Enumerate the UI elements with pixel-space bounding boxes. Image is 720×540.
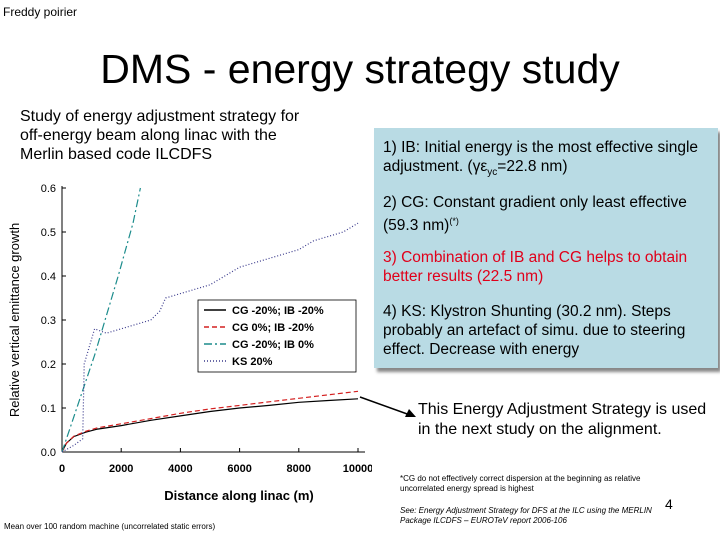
series-line [61, 398, 359, 453]
legend-entry: KS 20% [232, 356, 273, 368]
legend-box [197, 299, 357, 373]
y-tick-label: 0.5 [41, 227, 56, 239]
y-tick-label: 0.4 [41, 271, 56, 283]
slide-title: DMS - energy strategy study [100, 46, 620, 92]
legend-entry: CG -20%; IB 0% [232, 339, 314, 351]
series-line [61, 390, 359, 453]
footnote-text: *CG do not effectively correct dispersio… [400, 474, 641, 493]
x-axis-label: Distance along linac (m) [164, 488, 314, 503]
y-tick-label: 0.0 [41, 447, 56, 459]
x-tick-label: 6000 [227, 463, 251, 475]
result-cg: 2) CG: Constant gradient only least effe… [383, 193, 713, 235]
reference-text: See: Energy Adjustment Strategy for DFS … [400, 506, 652, 525]
result-ib-value: =22.8 nm) [497, 158, 568, 175]
emittance-chart: 0 2000 4000 6000 8000 10000 0.0 0.1 0.2 0.3 0.4 0.5… [7, 183, 372, 503]
x-tick-label: 2000 [109, 463, 133, 475]
y-tick-label: 0.1 [41, 403, 56, 415]
result-ks: 4) KS: Klystron Shunting (30.2 nm). Step… [383, 303, 686, 358]
result-ib-subscript: yc [487, 167, 498, 179]
x-tick-label: 4000 [168, 463, 192, 475]
page-number: 4 [665, 496, 673, 512]
x-tick-label: 8000 [287, 463, 311, 475]
results-box: 1) IB: Initial energy is the most effect… [374, 128, 718, 368]
chart-caption: Mean over 100 random machine (uncorrelat… [4, 522, 216, 531]
result-combination: 3) Combination of IB and CG helps to obt… [383, 249, 688, 285]
legend-entry: CG -20%; IB -20% [232, 305, 324, 317]
legend-entry: CG 0%; IB -20% [232, 322, 314, 334]
author-name: Freddy poirier [3, 5, 78, 19]
conclusion-text: This Energy Adjustment Strategy is used … [418, 401, 707, 438]
result-cg-superscript: (*) [449, 216, 459, 226]
y-axis-label: Relative vertical emittance growth [7, 223, 22, 417]
result-ib-text: 1) IB: Initial energy is the most effect… [383, 139, 699, 175]
y-tick-label: 0.6 [41, 183, 56, 195]
chart-legend: CG -20%; IB -20% CG 0%; IB -20% CG -20%; I… [197, 299, 357, 373]
pointer-arrow [359, 396, 416, 417]
y-tick-label: 0.2 [41, 359, 56, 371]
x-tick-label: 0 [59, 463, 65, 475]
intro-text: Study of energy adjustment strategy for … [20, 108, 300, 163]
result-cg-text: 2) CG: Constant gradient only least effe… [383, 194, 687, 235]
series-line [61, 187, 141, 453]
y-tick-label: 0.3 [41, 315, 56, 327]
x-tick-label: 10000 [343, 463, 372, 475]
result-ib: 1) IB: Initial energy is the most effect… [383, 138, 713, 182]
